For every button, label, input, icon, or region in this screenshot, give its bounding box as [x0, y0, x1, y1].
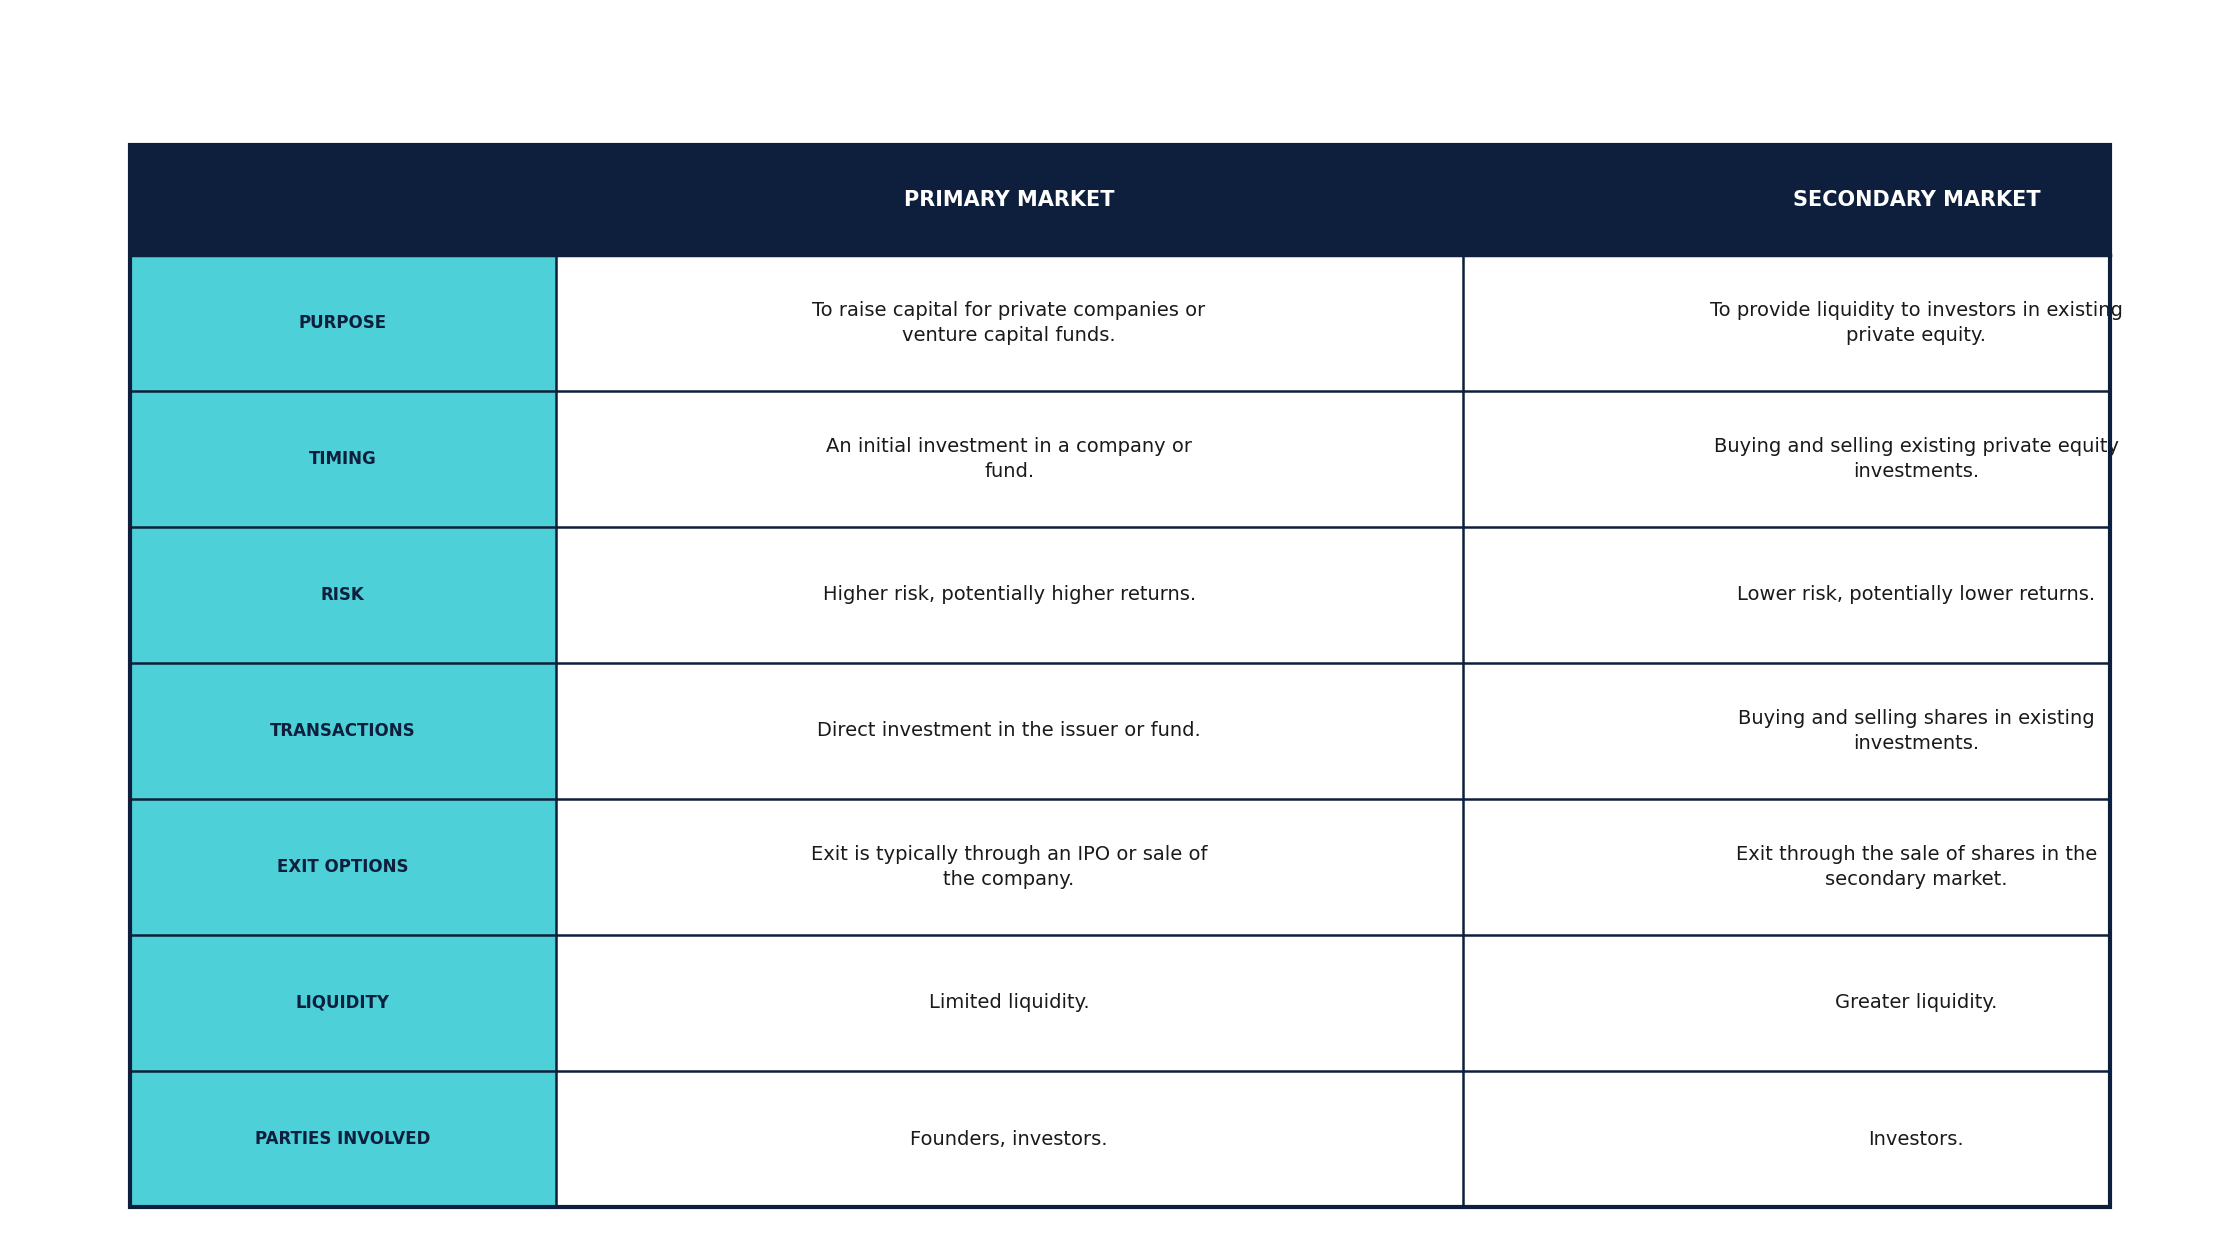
Text: Greater liquidity.: Greater liquidity.	[1835, 993, 1998, 1013]
Bar	[130, 935, 556, 1071]
Bar	[130, 145, 2110, 255]
Bar	[556, 935, 1463, 1071]
Text: LIQUIDITY: LIQUIDITY	[296, 994, 390, 1012]
Bar	[1463, 1071, 2240, 1207]
Text: To provide liquidity to investors in existing
private equity.: To provide liquidity to investors in exi…	[1709, 301, 2124, 344]
Text: Direct investment in the issuer or fund.: Direct investment in the issuer or fund.	[818, 721, 1201, 741]
Bar	[556, 391, 1463, 527]
Text: Founders, investors.: Founders, investors.	[909, 1129, 1109, 1149]
Text: EXIT OPTIONS: EXIT OPTIONS	[278, 858, 408, 876]
Bar	[130, 663, 556, 799]
Text: Investors.: Investors.	[1868, 1129, 1964, 1149]
Text: TIMING: TIMING	[309, 450, 376, 467]
Text: RISK: RISK	[320, 586, 365, 604]
Text: TRANSACTIONS: TRANSACTIONS	[269, 722, 417, 740]
Bar	[1463, 527, 2240, 663]
Text: Buying and selling existing private equity
investments.: Buying and selling existing private equi…	[1714, 437, 2119, 480]
Bar	[130, 527, 556, 663]
Text: Buying and selling shares in existing
investments.: Buying and selling shares in existing in…	[1738, 709, 2094, 752]
Bar	[130, 1071, 556, 1207]
Bar	[556, 527, 1463, 663]
Text: Lower risk, potentially lower returns.: Lower risk, potentially lower returns.	[1738, 585, 2094, 605]
Text: To raise capital for private companies or
venture capital funds.: To raise capital for private companies o…	[813, 301, 1205, 344]
Bar	[1463, 799, 2240, 935]
Bar	[1463, 935, 2240, 1071]
Text: An initial investment in a company or
fund.: An initial investment in a company or fu…	[827, 437, 1192, 480]
Text: Higher risk, potentially higher returns.: Higher risk, potentially higher returns.	[822, 585, 1196, 605]
Bar	[1463, 255, 2240, 391]
Bar	[130, 391, 556, 527]
Bar	[1463, 391, 2240, 527]
Text: Exit through the sale of shares in the
secondary market.: Exit through the sale of shares in the s…	[1736, 845, 2097, 888]
Text: PURPOSE: PURPOSE	[298, 314, 388, 331]
Text: PRIMARY MARKET: PRIMARY MARKET	[905, 190, 1113, 209]
Bar	[130, 255, 556, 391]
Bar	[556, 1071, 1463, 1207]
Text: PARTIES INVOLVED: PARTIES INVOLVED	[255, 1130, 430, 1148]
Bar	[556, 799, 1463, 935]
Bar	[556, 255, 1463, 391]
Text: Exit is typically through an IPO or sale of
the company.: Exit is typically through an IPO or sale…	[811, 845, 1207, 888]
Bar	[130, 145, 2110, 1207]
Text: SECONDARY MARKET: SECONDARY MARKET	[1792, 190, 2041, 209]
Bar	[1463, 663, 2240, 799]
Text: Limited liquidity.: Limited liquidity.	[930, 993, 1089, 1013]
Bar	[556, 663, 1463, 799]
Bar	[130, 799, 556, 935]
